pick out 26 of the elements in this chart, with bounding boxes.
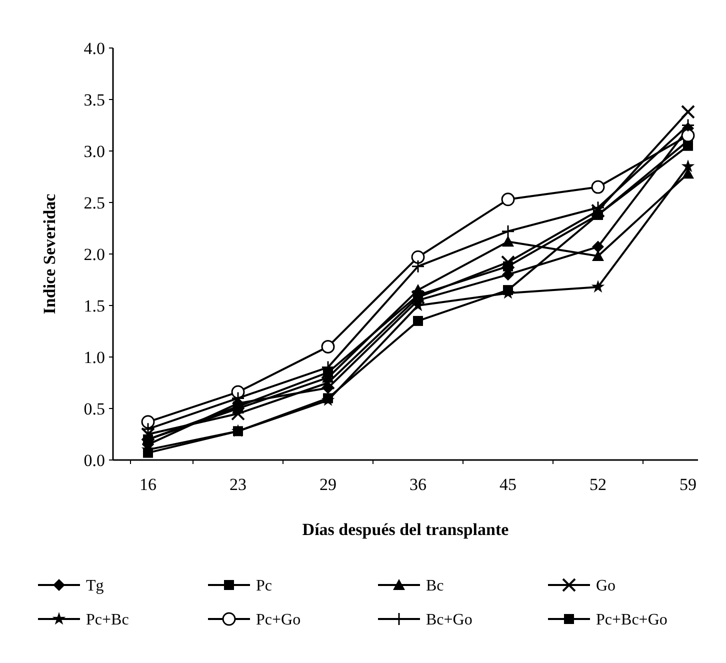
x-axis-title: Días después del transplante [302, 520, 510, 539]
legend-label: Pc+Bc [86, 612, 129, 629]
y-tick-label: 4.0 [84, 38, 105, 58]
y-tick-label: 1.5 [84, 296, 105, 316]
legend-label: Pc+Bc+Go [596, 612, 668, 629]
legend-label: Pc [256, 578, 272, 595]
x-tick-label: 36 [410, 475, 426, 494]
y-tick-label: 2.5 [84, 193, 105, 212]
y-tick-label: 1.0 [84, 348, 105, 367]
legend-label: Bc [426, 578, 444, 595]
legend-label: Tg [86, 578, 104, 595]
x-tick-label: 23 [230, 475, 246, 494]
x-tick-label: 29 [320, 475, 336, 494]
y-tick-label: 3.0 [84, 142, 105, 161]
y-tick-label: 0.5 [84, 399, 105, 418]
x-tick-label: 16 [140, 475, 156, 494]
x-tick-label: 59 [680, 475, 696, 494]
legend-label: Pc+Go [256, 612, 301, 629]
x-tick-label: 52 [590, 475, 606, 494]
legend-label: Bc+Go [426, 612, 472, 629]
y-axis-title: Indice Severidac [40, 193, 59, 314]
y-tick-label: 0.0 [84, 450, 105, 470]
x-tick-label: 45 [500, 475, 516, 494]
y-tick-label: 3.5 [84, 90, 105, 110]
legend-label: Go [596, 578, 616, 595]
y-tick-label: 2.0 [84, 244, 105, 264]
